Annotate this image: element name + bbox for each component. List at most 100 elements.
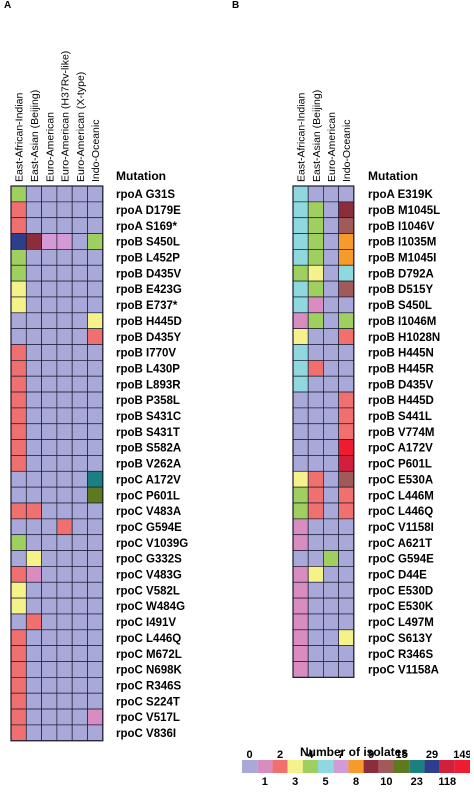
- heatmap-cell: [338, 629, 355, 646]
- heatmap-cell: [323, 566, 339, 583]
- legend-swatch: [333, 760, 349, 773]
- heatmap-cell: [25, 344, 42, 361]
- mutation-label: rpoC W484G: [116, 601, 185, 613]
- heatmap-cell: [41, 201, 58, 219]
- heatmap-cell: [87, 597, 104, 615]
- heatmap-cell: [10, 534, 27, 551]
- mutation-label: rpoC L446M: [368, 490, 434, 502]
- heatmap-cell: [338, 534, 355, 551]
- heatmap-cell: [292, 581, 309, 599]
- heatmap-cell: [25, 708, 42, 726]
- mutation-label: rpoB S441L: [368, 411, 432, 423]
- heatmap-cell: [41, 486, 58, 504]
- heatmap-cell: [307, 407, 324, 425]
- heatmap-cell: [292, 629, 309, 646]
- heatmap-cell: [307, 296, 324, 314]
- legend-bottom-label: 8: [353, 776, 359, 788]
- heatmap-cell: [87, 407, 104, 425]
- mutation-label: rpoB M1045L: [368, 205, 440, 217]
- heatmap-cell: [87, 708, 104, 726]
- heatmap-cell: [56, 423, 73, 440]
- mutation-label: rpoC V517L: [116, 712, 180, 724]
- mutation-label: rpoB L430P: [116, 363, 180, 375]
- heatmap-cell: [338, 328, 355, 345]
- mutation-label: rpoB H445D: [368, 395, 434, 407]
- legend-top-label: 0: [247, 749, 253, 761]
- heatmap-cell: [323, 502, 339, 520]
- legend-swatch: [272, 760, 288, 773]
- heatmap-cell: [338, 455, 355, 472]
- heatmap-cell: [71, 629, 88, 646]
- heatmap-cell: [56, 328, 73, 345]
- heatmap-cell: [87, 217, 104, 234]
- mutation-label: rpoC G332S: [116, 554, 182, 566]
- heatmap-cell: [292, 217, 309, 234]
- heatmap-cell: [10, 661, 27, 678]
- heatmap-cell: [25, 375, 42, 393]
- heatmap-cell: [338, 597, 355, 615]
- heatmap-panel-b: East-African-Indian East-Asian (Beijing) E…: [292, 90, 440, 678]
- heatmap-cell: [307, 375, 324, 393]
- heatmap-cell: [10, 550, 27, 567]
- heatmap-cell: [71, 328, 88, 345]
- heatmap-cell: [338, 344, 355, 361]
- legend-bottom-label: 5: [323, 776, 329, 788]
- heatmap-cell: [292, 249, 309, 266]
- heatmap-cell: [87, 328, 104, 345]
- heatmap-cell: [71, 470, 88, 488]
- legend-top-label: 9: [368, 749, 374, 761]
- heatmap-cell: [323, 550, 339, 567]
- heatmap-cell: [323, 249, 339, 266]
- legend-swatch: [302, 760, 318, 773]
- heatmap-cell: [71, 645, 88, 662]
- mutation-label: rpoC R346S: [116, 680, 182, 692]
- heatmap-cell: [338, 486, 355, 504]
- heatmap-cell: [292, 439, 309, 456]
- column-label: Euro-American (H37Rv-like): [60, 51, 72, 182]
- heatmap-cell: [41, 550, 58, 567]
- heatmap-cell: [41, 296, 58, 314]
- heatmap-cell: [323, 360, 339, 377]
- heatmap-cell: [71, 423, 88, 440]
- mutation-label: rpoB I1035M: [368, 237, 436, 249]
- heatmap-cell: [41, 724, 58, 742]
- heatmap-cell: [71, 296, 88, 314]
- legend-bottom-label: 3: [292, 776, 298, 788]
- mutation-label: rpoC V1158A: [368, 665, 439, 677]
- heatmap-cell: [71, 264, 88, 282]
- heatmap-cell: [338, 550, 355, 567]
- mutation-label: rpoC L446Q: [368, 506, 433, 518]
- heatmap-cell: [338, 470, 355, 488]
- legend-swatch: [394, 760, 410, 773]
- legend-top-label: 2: [277, 749, 283, 761]
- mutation-label: rpoC A172V: [116, 474, 181, 486]
- legend-top-label: 149: [453, 749, 470, 761]
- legend-top-label: 29: [426, 749, 438, 761]
- legend-swatch: [242, 760, 258, 773]
- mutation-label: rpoB S450L: [368, 300, 432, 312]
- mutation-label: rpoC P601L: [116, 490, 180, 502]
- heatmap-cell: [323, 423, 339, 440]
- mutation-label: rpoC V483A: [116, 506, 181, 518]
- legend-swatch: [318, 760, 334, 773]
- heatmap-cell: [307, 566, 324, 583]
- mutation-label: rpoB S450L: [116, 237, 180, 249]
- heatmap-cell: [87, 502, 104, 520]
- heatmap-cell: [41, 470, 58, 488]
- heatmap-cell: [338, 312, 355, 329]
- heatmap-cell: [87, 676, 104, 694]
- heatmap-cell: [338, 264, 355, 282]
- heatmap-cell: [87, 613, 104, 631]
- column-label: East-African-Indian: [14, 93, 26, 182]
- legend-bottom-label: 1: [262, 776, 268, 788]
- heatmap-cell: [87, 455, 104, 472]
- heatmap-cell: [307, 661, 324, 678]
- heatmap-cell: [307, 201, 324, 219]
- heatmap-cell: [338, 439, 355, 456]
- mutation-label: rpoC L497M: [368, 617, 434, 629]
- heatmap-cell: [41, 566, 58, 583]
- heatmap-cell: [10, 407, 27, 425]
- heatmap-cell: [56, 581, 73, 599]
- heatmap-cell: [41, 217, 58, 234]
- column-label: Euro-American: [44, 112, 56, 182]
